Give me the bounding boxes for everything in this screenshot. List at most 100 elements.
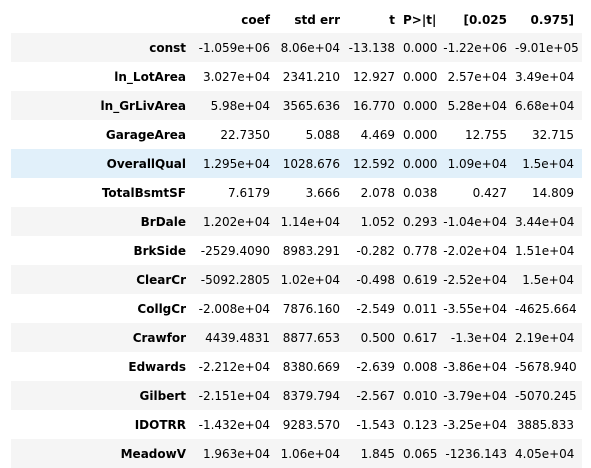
cell-ci-low: -1.3e+04: [450, 330, 507, 345]
header-ci-low: [0.025: [443, 6, 515, 33]
cell-p-value: 0.778: [403, 243, 438, 258]
cell-std-err: 5.088: [305, 127, 340, 142]
table-row: Crawfor 4439.4831 8877.653 0.500 0.617 -1.3e+…: [11, 323, 582, 352]
cell-ci-low: 2.57e+04: [447, 69, 507, 84]
cell-std-err: 8877.653: [282, 330, 340, 345]
header-std-err: std err: [278, 6, 348, 33]
row-name: Crawfor: [132, 330, 186, 345]
table-row: BrkSide -2529.4090 8983.291 -0.282 0.778 -2.0…: [11, 236, 582, 265]
row-name: IDOTRR: [134, 417, 186, 432]
cell-ci-low: 12.755: [465, 127, 507, 142]
cell-ci-low: -2.52e+04: [443, 272, 507, 287]
cell-ci-high: 6.68e+04: [515, 98, 575, 113]
cell-ci-low: -1236.143: [445, 446, 507, 461]
cell-std-err: 8379.794: [282, 388, 340, 403]
cell-coef: -1.432e+04: [198, 417, 270, 432]
row-name: BrDale: [140, 214, 186, 229]
row-name: Gilbert: [139, 388, 186, 403]
table-row: TotalBsmtSF 7.6179 3.666 2.078 0.038 0.427 14.…: [11, 178, 582, 207]
cell-coef: -2.151e+04: [198, 388, 270, 403]
header-index: [11, 6, 194, 33]
cell-std-err: 8380.669: [282, 359, 340, 374]
cell-coef: -2.212e+04: [198, 359, 270, 374]
cell-coef: 1.963e+04: [202, 446, 270, 461]
cell-t: 1.052: [360, 214, 395, 229]
cell-p-value: 0.000: [403, 69, 438, 84]
cell-ci-high: 3.49e+04: [515, 69, 575, 84]
table-body: const -1.059e+06 8.06e+04 -13.138 0.000 -1.22…: [11, 33, 582, 468]
cell-ci-low: -1.22e+06: [443, 40, 507, 55]
cell-ci-high: 2.19e+04: [515, 330, 575, 345]
table-row: MeadowV 1.963e+04 1.06e+04 1.845 0.065 -1236.…: [11, 439, 582, 468]
cell-std-err: 9283.570: [282, 417, 340, 432]
cell-p-value: 0.123: [403, 417, 438, 432]
row-name: Edwards: [128, 359, 186, 374]
table-row: ln_GrLivArea 5.98e+04 3565.636 16.770 0.000 5…: [11, 91, 582, 120]
table-header: coef std err t P>|t| [0.025 0.975]: [11, 6, 582, 33]
cell-t: 16.770: [353, 98, 395, 113]
cell-std-err: 1.02e+04: [280, 272, 340, 287]
cell-t: 12.592: [353, 156, 395, 171]
cell-t: 4.469: [360, 127, 395, 142]
table-row: GarageArea 22.7350 5.088 4.469 0.000 12.755 32…: [11, 120, 582, 149]
cell-coef: -2529.4090: [200, 243, 270, 258]
cell-p-value: 0.065: [403, 446, 438, 461]
table-row: IDOTRR -1.432e+04 9283.570 -1.543 0.123 -3.25…: [11, 410, 582, 439]
cell-ci-high: 32.715: [532, 127, 574, 142]
cell-ci-high: 1.51e+04: [515, 243, 575, 258]
cell-ci-high: 1.5e+04: [522, 156, 574, 171]
cell-coef: 22.7350: [220, 127, 270, 142]
table-row: CollgCr -2.008e+04 7876.160 -2.549 0.011 -3.5…: [11, 294, 582, 323]
cell-ci-high: -5678.940: [515, 359, 577, 374]
cell-t: 1.845: [360, 446, 395, 461]
table-row: ClearCr -5092.2805 1.02e+04 -0.498 0.619 -2.5…: [11, 265, 582, 294]
cell-std-err: 2341.210: [282, 69, 340, 84]
regression-results-table: coef std err t P>|t| [0.025 0.975] const…: [11, 6, 582, 468]
cell-std-err: 8.06e+04: [280, 40, 340, 55]
cell-t: -2.639: [356, 359, 395, 374]
row-name: BrkSide: [133, 243, 186, 258]
table-row: Gilbert -2.151e+04 8379.794 -2.567 0.010 -3.7…: [11, 381, 582, 410]
cell-std-err: 3565.636: [282, 98, 340, 113]
cell-t: 12.927: [353, 69, 395, 84]
cell-t: 0.500: [360, 330, 395, 345]
header-t: t: [348, 6, 403, 33]
table-row: const -1.059e+06 8.06e+04 -13.138 0.000 -1.22…: [11, 33, 582, 62]
cell-ci-low: 5.28e+04: [447, 98, 507, 113]
cell-t: -2.549: [356, 301, 395, 316]
cell-ci-low: 0.427: [472, 185, 507, 200]
row-name: const: [149, 40, 186, 55]
row-name: ln_LotArea: [114, 69, 186, 84]
cell-t: -0.282: [356, 243, 395, 258]
cell-std-err: 3.666: [305, 185, 340, 200]
cell-std-err: 1028.676: [282, 156, 340, 171]
cell-std-err: 7876.160: [282, 301, 340, 316]
table-row: BrDale 1.202e+04 1.14e+04 1.052 0.293 -1.04e+…: [11, 207, 582, 236]
row-name: ClearCr: [136, 272, 186, 287]
cell-ci-high: 4.05e+04: [515, 446, 575, 461]
table-row: ln_LotArea 3.027e+04 2341.210 12.927 0.000 2.…: [11, 62, 582, 91]
cell-t: 2.078: [360, 185, 395, 200]
cell-ci-low: -3.55e+04: [443, 301, 507, 316]
cell-p-value: 0.293: [403, 214, 438, 229]
cell-p-value: 0.000: [403, 98, 438, 113]
cell-p-value: 0.000: [403, 156, 438, 171]
cell-p-value: 0.011: [403, 301, 438, 316]
table-row: OverallQual 1.295e+04 1028.676 12.592 0.000 1…: [11, 149, 582, 178]
row-name: OverallQual: [106, 156, 186, 171]
row-name: ln_GrLivArea: [100, 98, 186, 113]
cell-std-err: 1.14e+04: [280, 214, 340, 229]
cell-std-err: 8983.291: [282, 243, 340, 258]
cell-coef: 4439.4831: [205, 330, 270, 345]
row-name: GarageArea: [105, 127, 186, 142]
cell-t: -2.567: [356, 388, 395, 403]
cell-p-value: 0.010: [403, 388, 438, 403]
header-p-value: P>|t|: [403, 6, 443, 33]
row-name: TotalBsmtSF: [101, 185, 186, 200]
cell-coef: -1.059e+06: [198, 40, 270, 55]
table-row: Edwards -2.212e+04 8380.669 -2.639 0.008 -3.8…: [11, 352, 582, 381]
cell-ci-low: -3.25e+04: [443, 417, 507, 432]
cell-coef: -5092.2805: [200, 272, 270, 287]
cell-p-value: 0.000: [403, 127, 438, 142]
cell-ci-low: 1.09e+04: [447, 156, 507, 171]
